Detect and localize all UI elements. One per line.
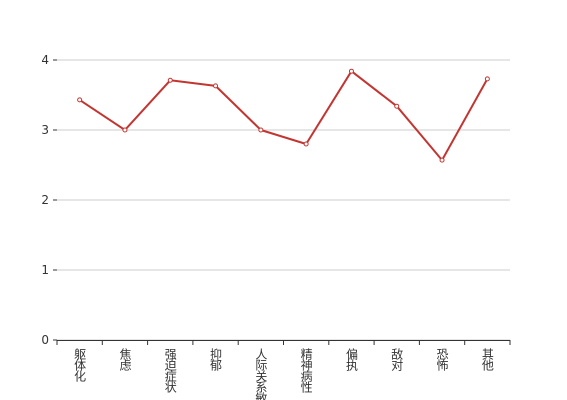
x-tick-label: 恐怖: [435, 348, 449, 371]
y-tick-label: 2: [41, 193, 49, 207]
point: [484, 76, 490, 82]
x-tick-label: 人际关系敏感: [254, 348, 268, 400]
y-tick-label: 3: [41, 123, 49, 137]
y-tick-label: 4: [41, 53, 49, 67]
x-tick-label: 强迫症状: [163, 348, 177, 393]
x-tick-label: 躯体化: [73, 347, 87, 383]
point: [394, 103, 400, 109]
point: [258, 127, 264, 133]
y-tick-label: 0: [41, 333, 49, 347]
point: [439, 157, 445, 163]
point: [348, 68, 354, 74]
x-tick-label: 敌对: [390, 347, 404, 371]
x-tick-label: 抑郁: [209, 347, 223, 372]
x-tick-label: 精神病性: [299, 348, 313, 394]
point: [167, 77, 173, 83]
x-tick-label: 其他: [480, 348, 494, 371]
y-tick-label: 1: [41, 263, 49, 277]
point: [77, 97, 83, 103]
point: [122, 127, 128, 133]
point: [213, 83, 219, 89]
point: [303, 141, 309, 147]
line: [79, 70, 489, 162]
x-tick-label: 焦虑: [118, 348, 132, 371]
x-tick-label: 偏执: [344, 347, 358, 372]
